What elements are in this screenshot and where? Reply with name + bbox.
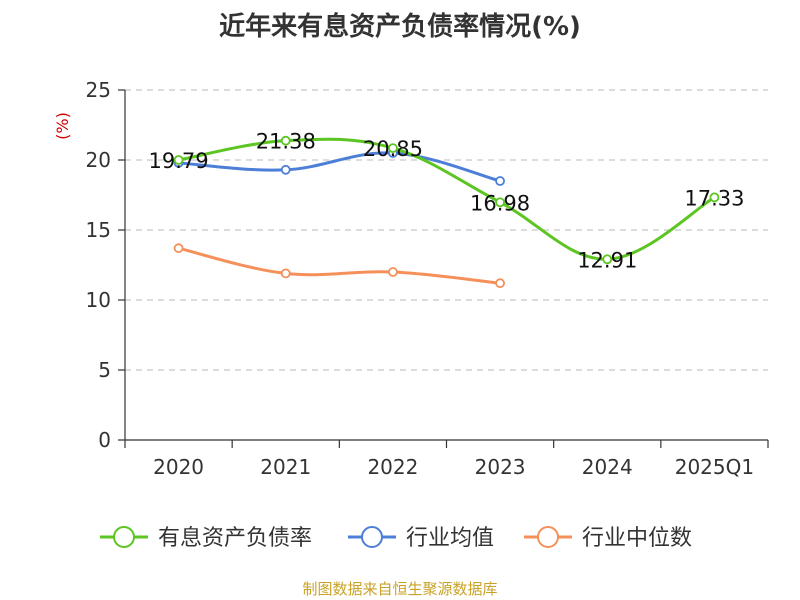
legend-item-0[interactable]: 有息资产负债率 — [100, 526, 312, 551]
data-point — [280, 135, 291, 146]
y-axis-label: (%) — [53, 112, 72, 140]
x-tick-label: 2020 — [153, 455, 204, 479]
legend-marker — [361, 526, 383, 548]
data-label: 19.79 — [149, 149, 209, 173]
data-point — [388, 143, 398, 154]
data-label: 16.98 — [470, 191, 530, 215]
x-tick-label: 2021 — [260, 455, 311, 479]
y-tick-label: 20 — [86, 148, 111, 172]
legend-marker — [113, 526, 135, 548]
legend-item-2[interactable]: 行业中位数 — [524, 526, 692, 551]
y-tick-label: 10 — [86, 288, 111, 312]
series-line-2 — [178, 246, 501, 285]
x-tick-label: 2025Q1 — [675, 455, 754, 479]
data-labels: 19.79 21.38 20.85 16.98 12.91 17.33 — [149, 130, 745, 273]
legend-label: 有息资产负债率 — [158, 526, 312, 551]
data-point — [709, 192, 720, 203]
grid-lines — [125, 89, 768, 371]
legend-label: 行业均值 — [406, 526, 494, 551]
data-point — [280, 164, 291, 175]
chart-title: 近年来有息资产负债率情况(%) — [219, 12, 581, 42]
x-tick-label: 2023 — [475, 455, 526, 479]
y-tick-label: 5 — [98, 358, 111, 382]
data-label: 17.33 — [684, 186, 744, 210]
data-label: 21.38 — [256, 130, 316, 154]
legend-item-1[interactable]: 行业均值 — [348, 526, 494, 551]
data-point — [495, 197, 505, 208]
x-tick-label: 2024 — [582, 455, 633, 479]
legend[interactable]: 有息资产负债率 行业均值 行业中位数 — [100, 526, 692, 551]
y-tick-label: 25 — [86, 78, 111, 102]
data-point — [495, 176, 505, 186]
legend-marker — [537, 526, 559, 548]
data-point — [495, 278, 505, 289]
y-tick-label: 15 — [86, 218, 111, 242]
data-label: 12.91 — [577, 248, 637, 272]
legend-label: 行业中位数 — [582, 526, 692, 551]
x-tick-label: 2022 — [367, 455, 418, 479]
data-point — [173, 243, 184, 254]
series-group — [173, 135, 720, 289]
data-label: 20.85 — [363, 137, 423, 161]
data-point — [280, 268, 291, 279]
y-tick-label: 0 — [98, 428, 111, 452]
data-point — [388, 267, 398, 277]
axes: 0 5 10 15 20 25 2020 2021 2022 2023 2024 2025Q1 — [86, 78, 769, 479]
series-line-1 — [178, 151, 501, 183]
series-line-0 — [178, 137, 716, 261]
data-point — [173, 155, 184, 165]
data-point — [602, 254, 613, 265]
source-note: 制图数据来自恒生聚源数据库 — [302, 580, 498, 598]
